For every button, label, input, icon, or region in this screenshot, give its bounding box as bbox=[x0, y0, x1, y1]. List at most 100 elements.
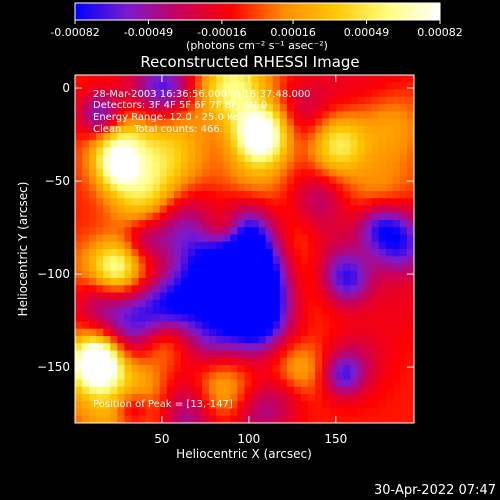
heatmap-cell bbox=[258, 292, 267, 301]
heatmap-cell bbox=[82, 133, 90, 141]
heatmap-cell bbox=[188, 328, 196, 337]
heatmap-cell bbox=[301, 147, 309, 156]
heatmap-cell bbox=[406, 89, 414, 98]
heatmap-cell bbox=[209, 140, 217, 149]
heatmap-cell bbox=[336, 162, 344, 170]
heatmap-cell bbox=[110, 401, 118, 410]
heatmap-cell bbox=[406, 176, 414, 185]
heatmap-cell bbox=[202, 350, 210, 359]
heatmap-cell bbox=[336, 256, 344, 265]
heatmap-cell bbox=[237, 140, 246, 149]
heatmap-cell bbox=[152, 365, 161, 373]
heatmap-cell bbox=[96, 133, 104, 141]
heatmap-cell bbox=[378, 147, 387, 156]
heatmap-cell bbox=[244, 386, 253, 395]
heatmap-cell bbox=[202, 386, 210, 395]
heatmap-cell bbox=[166, 270, 175, 279]
heatmap-cell bbox=[364, 198, 373, 207]
heatmap-cell bbox=[322, 147, 330, 156]
heatmap-cell bbox=[265, 96, 274, 105]
heatmap-cell bbox=[343, 379, 352, 388]
heatmap-cell bbox=[103, 89, 111, 98]
heatmap-cell bbox=[152, 75, 161, 83]
heatmap-cell bbox=[96, 96, 104, 105]
heatmap-cell bbox=[124, 321, 133, 330]
heatmap-cell bbox=[357, 285, 366, 294]
heatmap-cell bbox=[336, 270, 344, 279]
heatmap-cell bbox=[237, 169, 246, 178]
heatmap-cell bbox=[110, 336, 118, 344]
heatmap-cell bbox=[322, 343, 330, 352]
heatmap-cell bbox=[216, 270, 224, 279]
heatmap-cell bbox=[286, 140, 295, 149]
heatmap-cell bbox=[180, 162, 189, 170]
heatmap-cell bbox=[166, 307, 175, 315]
heatmap-cell bbox=[364, 357, 373, 366]
heatmap-cell bbox=[343, 111, 352, 120]
heatmap-cell bbox=[131, 379, 140, 388]
heatmap-cell bbox=[322, 372, 330, 381]
heatmap-cell bbox=[195, 198, 203, 207]
heatmap-cell bbox=[230, 357, 239, 366]
heatmap-cell bbox=[188, 227, 196, 236]
heatmap-cell bbox=[173, 343, 182, 352]
heatmap-cell bbox=[82, 191, 90, 199]
heatmap-cell bbox=[399, 169, 408, 178]
heatmap-cell bbox=[265, 415, 274, 423]
heatmap-cell bbox=[392, 191, 401, 199]
heatmap-cell bbox=[75, 183, 83, 192]
heatmap-cell bbox=[350, 162, 359, 170]
heatmap-cell bbox=[279, 118, 288, 127]
heatmap-cell bbox=[82, 125, 90, 134]
heatmap-cell bbox=[329, 125, 337, 134]
heatmap-cell bbox=[322, 379, 330, 388]
heatmap-cell bbox=[272, 205, 281, 214]
heatmap-cell bbox=[124, 147, 133, 156]
heatmap-cell bbox=[96, 408, 104, 417]
heatmap-cell bbox=[315, 125, 323, 134]
heatmap-cell bbox=[230, 321, 239, 330]
heatmap-cell bbox=[378, 386, 387, 395]
heatmap-cell bbox=[230, 220, 239, 228]
heatmap-cell bbox=[371, 357, 380, 366]
heatmap-cell bbox=[385, 227, 394, 236]
heatmap-cell bbox=[145, 328, 154, 337]
heatmap-cell bbox=[350, 256, 359, 265]
heatmap-cell bbox=[180, 125, 189, 134]
heatmap-cell bbox=[371, 104, 380, 112]
heatmap-cell bbox=[364, 263, 373, 272]
heatmap-cell bbox=[272, 328, 281, 337]
heatmap-cell bbox=[138, 328, 147, 337]
heatmap-cell bbox=[301, 162, 309, 170]
heatmap-cell bbox=[286, 372, 295, 381]
heatmap-cell bbox=[343, 154, 352, 163]
heatmap-cell bbox=[173, 162, 182, 170]
heatmap-cell bbox=[392, 111, 401, 120]
heatmap-cell bbox=[364, 278, 373, 286]
heatmap-cell bbox=[406, 96, 414, 105]
heatmap-cell bbox=[258, 249, 267, 257]
heatmap-cell bbox=[244, 379, 253, 388]
heatmap-cell bbox=[145, 154, 154, 163]
heatmap-cell bbox=[385, 401, 394, 410]
heatmap-cell bbox=[230, 299, 239, 308]
heatmap-cell bbox=[103, 292, 111, 301]
heatmap-cell bbox=[265, 147, 274, 156]
heatmap-cell bbox=[399, 183, 408, 192]
heatmap-cell bbox=[152, 191, 161, 199]
heatmap-cell bbox=[180, 365, 189, 373]
heatmap-cell bbox=[124, 285, 133, 294]
heatmap-cell bbox=[244, 220, 253, 228]
footer-timestamp: 30-Apr-2022 07:47 bbox=[374, 483, 496, 498]
heatmap-cell bbox=[180, 401, 189, 410]
heatmap-cell bbox=[301, 96, 309, 105]
heatmap-cell bbox=[188, 386, 196, 395]
heatmap-cell bbox=[138, 118, 147, 127]
heatmap-cell bbox=[223, 183, 231, 192]
heatmap-cell bbox=[110, 343, 118, 352]
heatmap-cell bbox=[202, 256, 210, 265]
heatmap-cell bbox=[357, 169, 366, 178]
heatmap-cell bbox=[329, 307, 337, 315]
heatmap-cell bbox=[322, 256, 330, 265]
heatmap-cell bbox=[301, 379, 309, 388]
